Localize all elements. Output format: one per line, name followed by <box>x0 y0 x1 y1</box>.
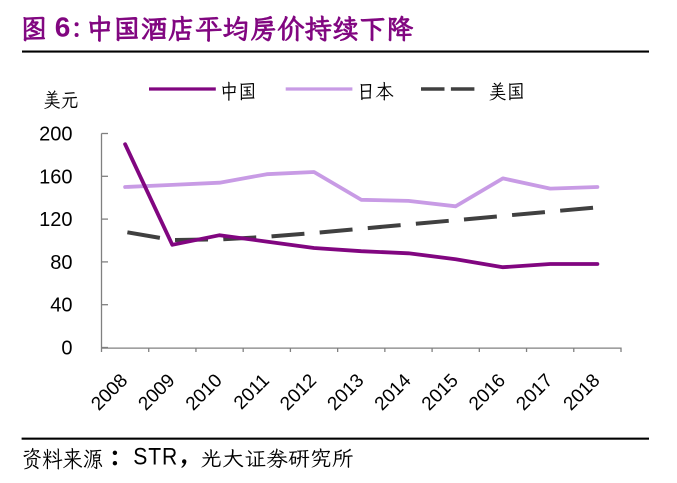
svg-text:160: 160 <box>39 166 72 188</box>
svg-text:6: 6 <box>55 12 71 43</box>
svg-text:200: 200 <box>39 124 72 146</box>
svg-text:0: 0 <box>61 338 72 360</box>
svg-text:120: 120 <box>39 209 72 231</box>
svg-text:80: 80 <box>50 252 72 274</box>
svg-text:STR: STR <box>133 443 178 470</box>
svg-text:40: 40 <box>50 295 72 317</box>
